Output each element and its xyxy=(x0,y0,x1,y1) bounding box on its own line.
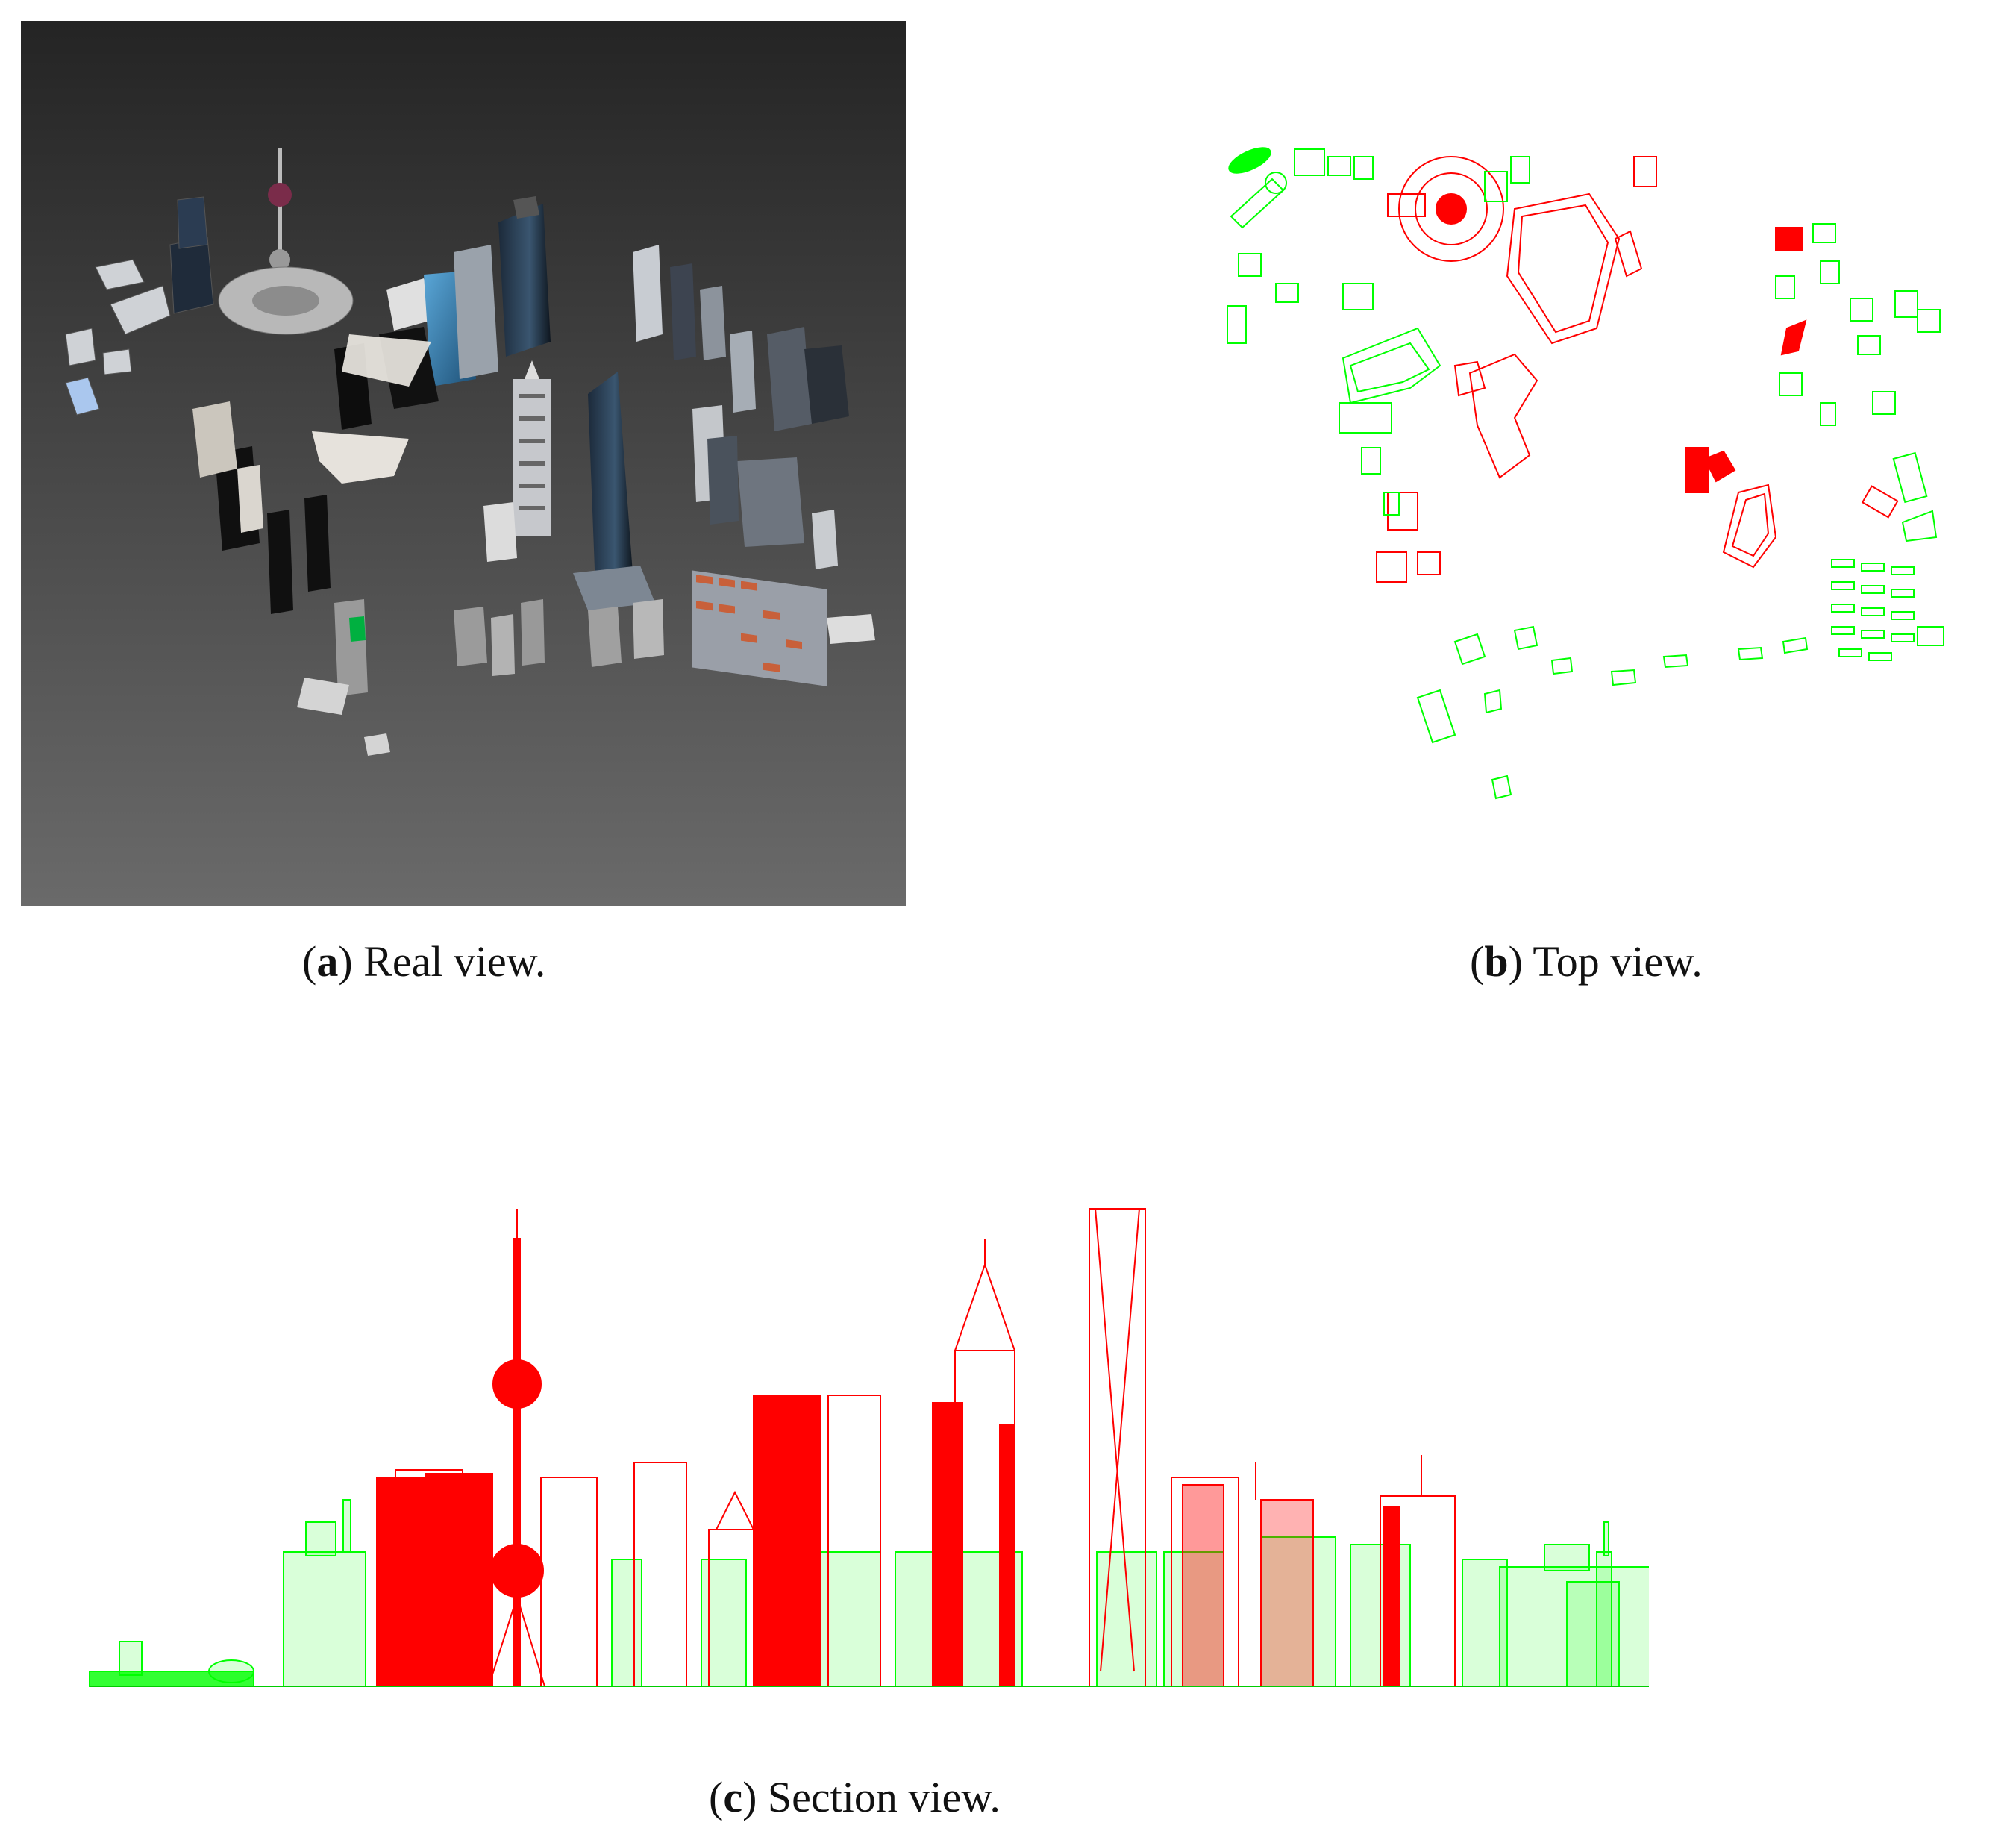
lower-cluster xyxy=(297,502,664,756)
caption-c: (c) Section view. xyxy=(709,1773,1001,1821)
shanghai-tower-model xyxy=(573,372,655,610)
caption-b-label: b xyxy=(1484,937,1509,986)
caption-b: (b) Top view. xyxy=(1470,937,1703,986)
caption-c-text: Section view. xyxy=(767,1773,1001,1821)
left-cluster xyxy=(65,196,214,416)
caption-a-text: Real view. xyxy=(363,937,546,986)
right-cluster xyxy=(633,245,849,569)
caption-b-text: Top view. xyxy=(1533,937,1703,986)
dark-slabs xyxy=(192,401,331,614)
orange-roof-blocks xyxy=(692,570,875,686)
top-view-image xyxy=(1201,104,2000,813)
jinmao-model xyxy=(513,360,551,536)
green-footprints xyxy=(1227,147,1944,800)
caption-c-label: c xyxy=(723,1773,743,1821)
residential-grid xyxy=(1831,559,1944,661)
real-view-image xyxy=(21,21,906,906)
green-skyline xyxy=(89,1499,1649,1687)
pearl-tower-model xyxy=(218,148,354,335)
caption-a-label: a xyxy=(316,937,339,986)
red-footprints xyxy=(1376,156,1899,583)
caption-a: (a) Real view. xyxy=(302,937,546,986)
red-skyline xyxy=(376,1208,1456,1687)
central-cluster xyxy=(312,196,551,484)
section-view-image xyxy=(82,1194,1649,1716)
